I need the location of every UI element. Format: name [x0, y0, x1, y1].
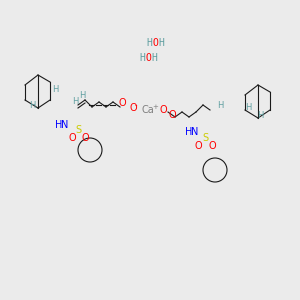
Text: Ca: Ca — [142, 105, 154, 115]
Text: H: H — [52, 85, 58, 94]
Text: O: O — [129, 103, 137, 113]
Text: S: S — [75, 125, 81, 135]
Text: H: H — [55, 120, 63, 130]
Text: H: H — [217, 100, 223, 109]
Text: O: O — [168, 110, 176, 120]
Text: H: H — [158, 38, 164, 48]
Text: O: O — [145, 53, 151, 63]
Text: O: O — [208, 141, 216, 151]
Text: H: H — [146, 38, 152, 48]
Text: H: H — [79, 91, 85, 100]
Text: O: O — [152, 38, 158, 48]
Text: O: O — [159, 105, 167, 115]
Text: S: S — [202, 133, 208, 143]
Text: H: H — [245, 103, 251, 112]
Text: H: H — [185, 127, 193, 137]
Text: O: O — [194, 141, 202, 151]
Text: O: O — [68, 133, 76, 143]
Text: H: H — [72, 98, 78, 106]
Text: H: H — [257, 110, 263, 119]
Text: H: H — [139, 53, 145, 63]
Text: H: H — [29, 100, 35, 109]
Text: -: - — [135, 102, 137, 108]
Text: +: + — [152, 104, 158, 110]
Text: H: H — [151, 53, 157, 63]
Text: O: O — [81, 133, 89, 143]
Text: N: N — [61, 120, 69, 130]
Text: N: N — [191, 127, 199, 137]
Text: O: O — [118, 98, 126, 108]
